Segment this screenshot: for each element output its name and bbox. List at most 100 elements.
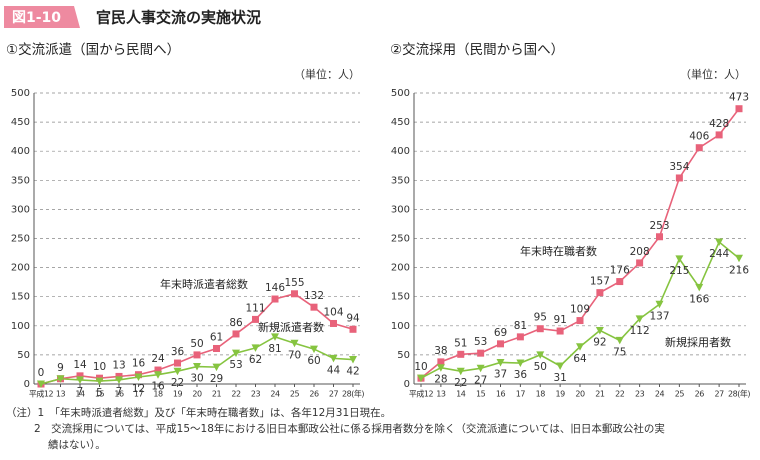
marker [616, 278, 624, 286]
data-label: 44 [327, 364, 341, 376]
data-label: 253 [649, 220, 669, 232]
x-tick-label: 28(年) [342, 389, 364, 399]
marker [95, 377, 104, 386]
marker [695, 283, 704, 292]
marker [213, 344, 220, 352]
marker [595, 326, 604, 335]
data-label: 29 [210, 373, 223, 385]
marker [496, 358, 505, 367]
marker [154, 371, 162, 379]
x-tick-label: 23 [635, 390, 645, 399]
y-tick-label: 0 [404, 379, 410, 390]
data-label: 24 [151, 353, 165, 365]
marker [715, 238, 724, 246]
data-label: 13 [112, 359, 125, 371]
marker [56, 375, 65, 383]
marker [457, 350, 465, 358]
marker [193, 351, 201, 359]
x-tick-label: 25 [290, 390, 300, 399]
marker [291, 290, 298, 298]
data-label: 86 [229, 317, 243, 329]
x-tick-label: 21 [212, 390, 222, 399]
y-tick-label: 150 [11, 292, 30, 303]
marker [76, 372, 84, 380]
unit-label: （単位：人） [294, 67, 360, 81]
data-label: 22 [454, 377, 467, 389]
y-tick-label: 400 [11, 146, 30, 157]
x-tick-label: 18 [153, 390, 163, 399]
data-label: 62 [249, 354, 262, 366]
data-label: 69 [494, 327, 507, 339]
x-tick-label: 17 [134, 390, 144, 399]
data-label: 244 [709, 248, 729, 260]
data-label: 473 [729, 92, 749, 104]
x-tick-label: 平成12 [409, 389, 434, 399]
marker [436, 364, 445, 372]
data-label: 53 [474, 336, 487, 348]
data-label: 28 [434, 374, 447, 386]
data-label: 14 [73, 359, 87, 371]
marker [329, 354, 338, 363]
y-tick-label: 200 [11, 263, 30, 274]
marker [173, 367, 182, 376]
x-tick-label: 13 [56, 390, 66, 399]
x-tick-label: 13 [436, 390, 446, 399]
x-tick-label: 28(年) [728, 389, 750, 399]
x-tick-label: 26 [695, 390, 705, 399]
y-tick-label: 450 [11, 117, 30, 128]
marker [695, 144, 703, 152]
marker [656, 233, 663, 241]
x-tick-label: 18 [536, 390, 546, 399]
marker [576, 343, 584, 351]
data-label: 166 [689, 293, 709, 305]
marker [476, 364, 485, 373]
data-label: 51 [454, 337, 467, 349]
y-tick-label: 50 [17, 350, 30, 361]
data-label: 109 [570, 304, 590, 316]
y-tick-label: 400 [391, 146, 410, 157]
marker [174, 359, 181, 367]
figure-title: 官民人事交流の実施状況 [96, 9, 261, 27]
figure-badge [4, 6, 80, 28]
data-label: 22 [171, 377, 184, 389]
y-tick-label: 300 [391, 204, 410, 215]
data-label: 16 [132, 358, 146, 370]
x-tick-label: 20 [192, 390, 202, 399]
data-label: 111 [245, 302, 265, 314]
marker [536, 351, 545, 359]
data-label: 104 [323, 306, 343, 318]
data-label: 30 [190, 373, 203, 385]
data-label: 7 [116, 386, 123, 398]
data-label: 36 [171, 346, 185, 358]
x-tick-label: 15 [476, 390, 486, 399]
data-label: 36 [514, 369, 528, 381]
marker [437, 358, 445, 366]
data-label: 10 [414, 361, 427, 373]
data-label: 64 [573, 353, 587, 365]
marker [735, 105, 743, 113]
y-tick-label: 0 [24, 379, 30, 390]
marker [675, 255, 684, 263]
marker [349, 356, 357, 364]
marker [330, 319, 337, 327]
data-label: 94 [346, 312, 360, 324]
marker [310, 303, 318, 311]
note: （注）1 「年末時派遣者総数」及び「年末時在職者数」は、各年12月31日現在。 [6, 406, 391, 419]
figure-number: 図1-10 [12, 10, 61, 26]
data-label: 31 [553, 372, 566, 384]
data-label: 70 [288, 349, 301, 361]
data-label: 112 [630, 325, 650, 337]
marker [252, 315, 259, 323]
y-tick-label: 100 [11, 321, 30, 332]
marker [251, 344, 260, 352]
data-label: 53 [229, 359, 242, 371]
x-tick-label: 22 [615, 390, 625, 399]
x-tick-label: 21 [595, 390, 605, 399]
marker [477, 349, 485, 357]
data-label: 216 [729, 264, 749, 276]
marker [115, 376, 123, 384]
x-tick-label: 24 [270, 390, 280, 399]
series-label: 新規採用者数 [665, 335, 731, 349]
data-label: 10 [93, 361, 106, 373]
